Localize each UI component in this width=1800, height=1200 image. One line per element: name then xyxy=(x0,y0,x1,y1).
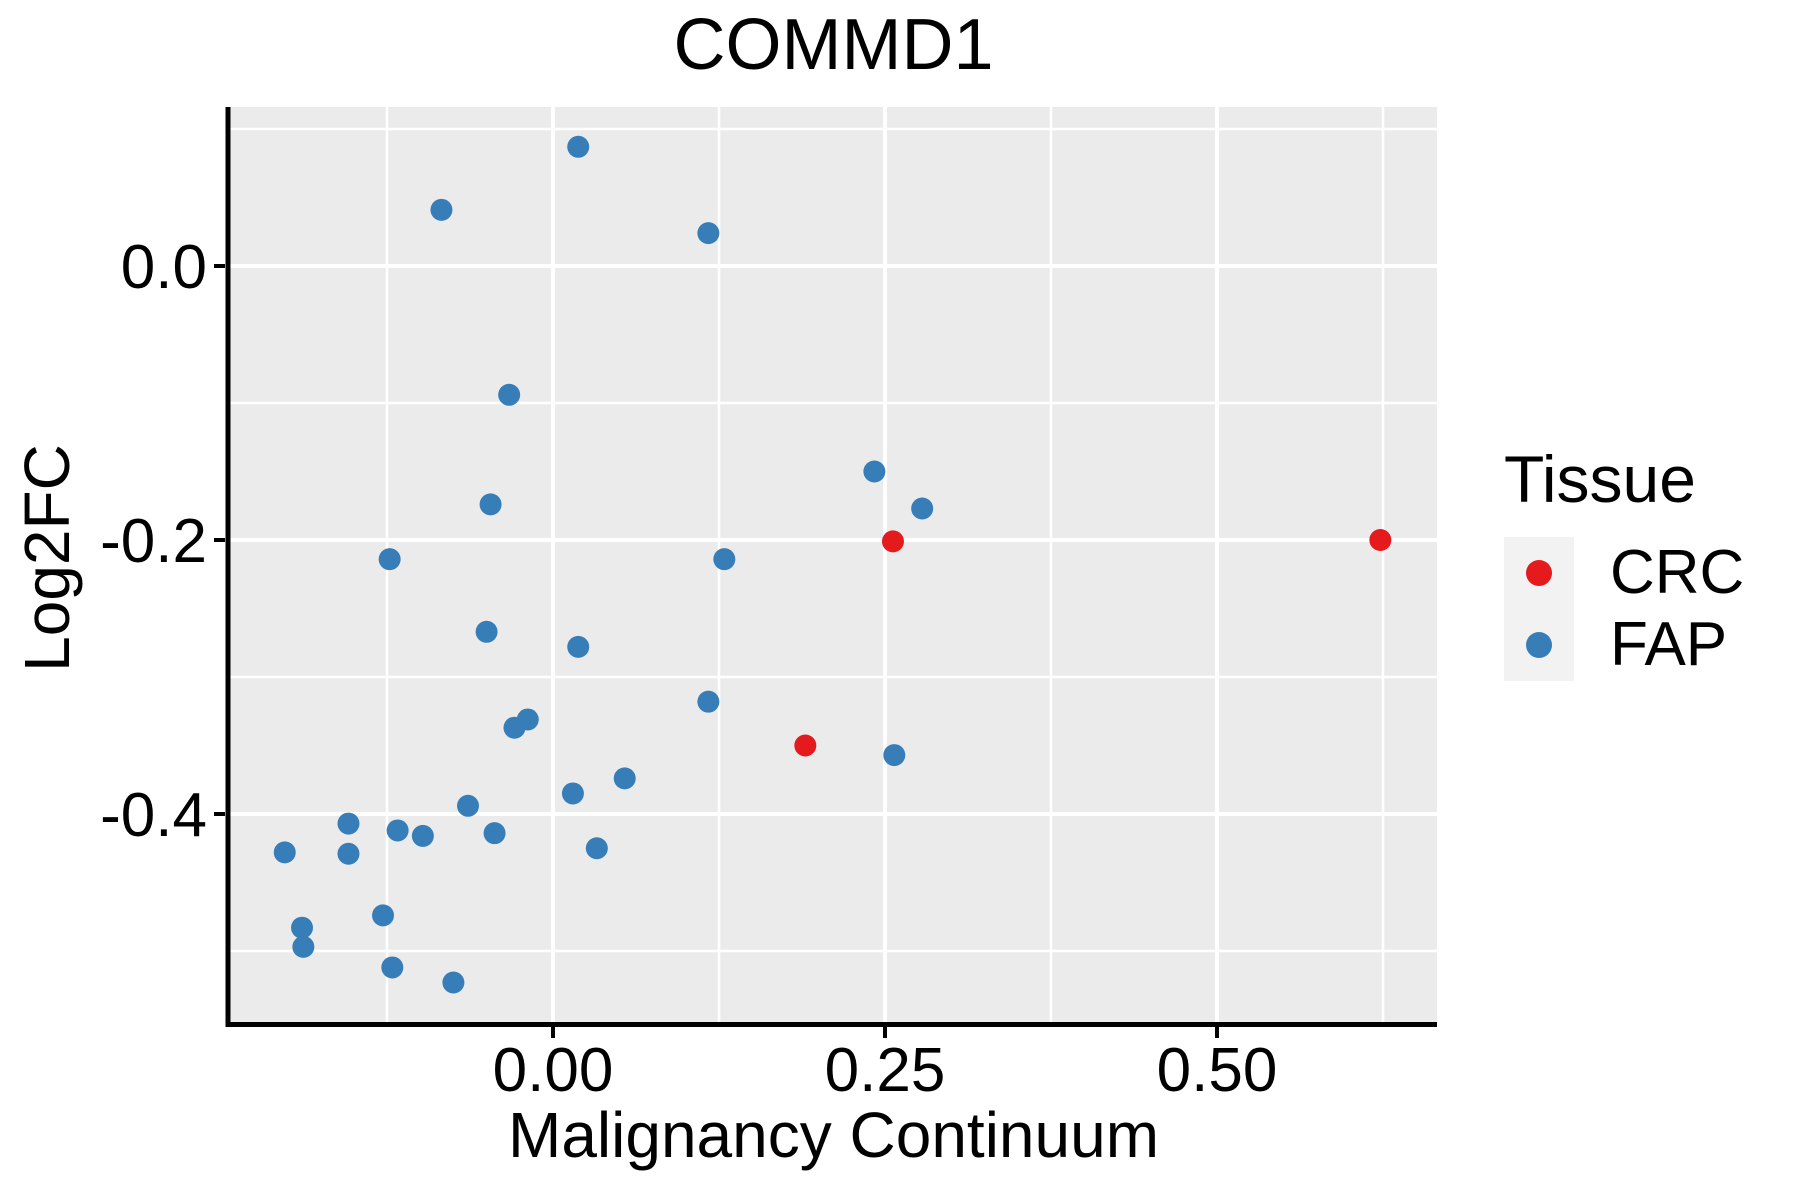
data-point-fap xyxy=(386,819,409,842)
data-point-fap xyxy=(291,916,314,939)
plot-panel xyxy=(230,107,1437,1022)
legend-entry-crc: CRC xyxy=(1504,537,1744,609)
legend-title: Tissue xyxy=(1504,442,1696,516)
x-tick-label: 0.50 xyxy=(1157,1036,1278,1105)
data-point-fap xyxy=(697,690,720,713)
data-point-fap xyxy=(561,782,584,805)
legend-label: FAP xyxy=(1610,610,1728,679)
y-tick-label: -0.4 xyxy=(100,781,207,850)
data-point-fap xyxy=(911,497,934,520)
data-point-fap xyxy=(863,460,886,483)
y-axis-line xyxy=(225,107,231,1027)
data-point-fap xyxy=(273,841,296,864)
data-point-fap xyxy=(585,837,608,860)
data-point-fap xyxy=(475,620,498,643)
data-point-crc xyxy=(794,734,817,757)
x-axis-line xyxy=(225,1022,1437,1027)
legend: Tissue CRC FAP xyxy=(1504,441,1744,681)
data-point-fap xyxy=(442,971,465,994)
data-point-fap xyxy=(378,548,401,571)
x-tick-label: 0.00 xyxy=(493,1036,614,1105)
data-point-fap xyxy=(411,824,434,847)
data-point-fap xyxy=(337,842,360,865)
data-point-fap xyxy=(372,904,395,927)
x-axis-title: Malignancy Continuum xyxy=(508,1099,1159,1171)
data-point-fap xyxy=(613,767,636,790)
data-point-fap xyxy=(381,956,404,979)
data-point-crc xyxy=(1369,529,1392,551)
data-point-fap xyxy=(430,198,453,221)
data-point-fap xyxy=(883,744,906,767)
x-tick-mark xyxy=(551,1027,555,1038)
crc-dot-icon xyxy=(1526,560,1552,586)
fap-dot-icon xyxy=(1526,632,1552,658)
data-point-fap xyxy=(567,635,590,658)
y-tick-label: 0.0 xyxy=(121,233,207,302)
y-axis-title: Log2FC xyxy=(11,444,83,672)
y-tick-mark xyxy=(214,812,225,816)
data-point-fap xyxy=(498,383,521,406)
data-point-fap xyxy=(713,548,736,571)
legend-entry-fap: FAP xyxy=(1504,609,1744,681)
data-point-fap xyxy=(697,222,720,245)
data-point-fap xyxy=(337,812,360,835)
legend-key-box xyxy=(1504,537,1574,609)
x-tick-label: 0.25 xyxy=(825,1036,946,1105)
data-point-fap xyxy=(516,708,539,731)
data-point-fap xyxy=(567,135,590,158)
y-tick-label: -0.2 xyxy=(100,507,207,576)
legend-key-box xyxy=(1504,609,1574,681)
y-tick-mark xyxy=(214,538,225,542)
legend-keys: CRC FAP xyxy=(1504,537,1744,681)
plot-title: COMMD1 xyxy=(673,5,994,85)
data-point-crc xyxy=(881,530,904,553)
legend-label: CRC xyxy=(1610,538,1745,607)
data-point-fap xyxy=(292,935,315,958)
data-point-fap xyxy=(457,794,480,817)
data-point-fap xyxy=(479,493,502,516)
data-point-fap xyxy=(483,822,506,845)
y-tick-mark xyxy=(214,264,225,268)
x-tick-mark xyxy=(883,1027,887,1038)
x-tick-mark xyxy=(1215,1027,1219,1038)
